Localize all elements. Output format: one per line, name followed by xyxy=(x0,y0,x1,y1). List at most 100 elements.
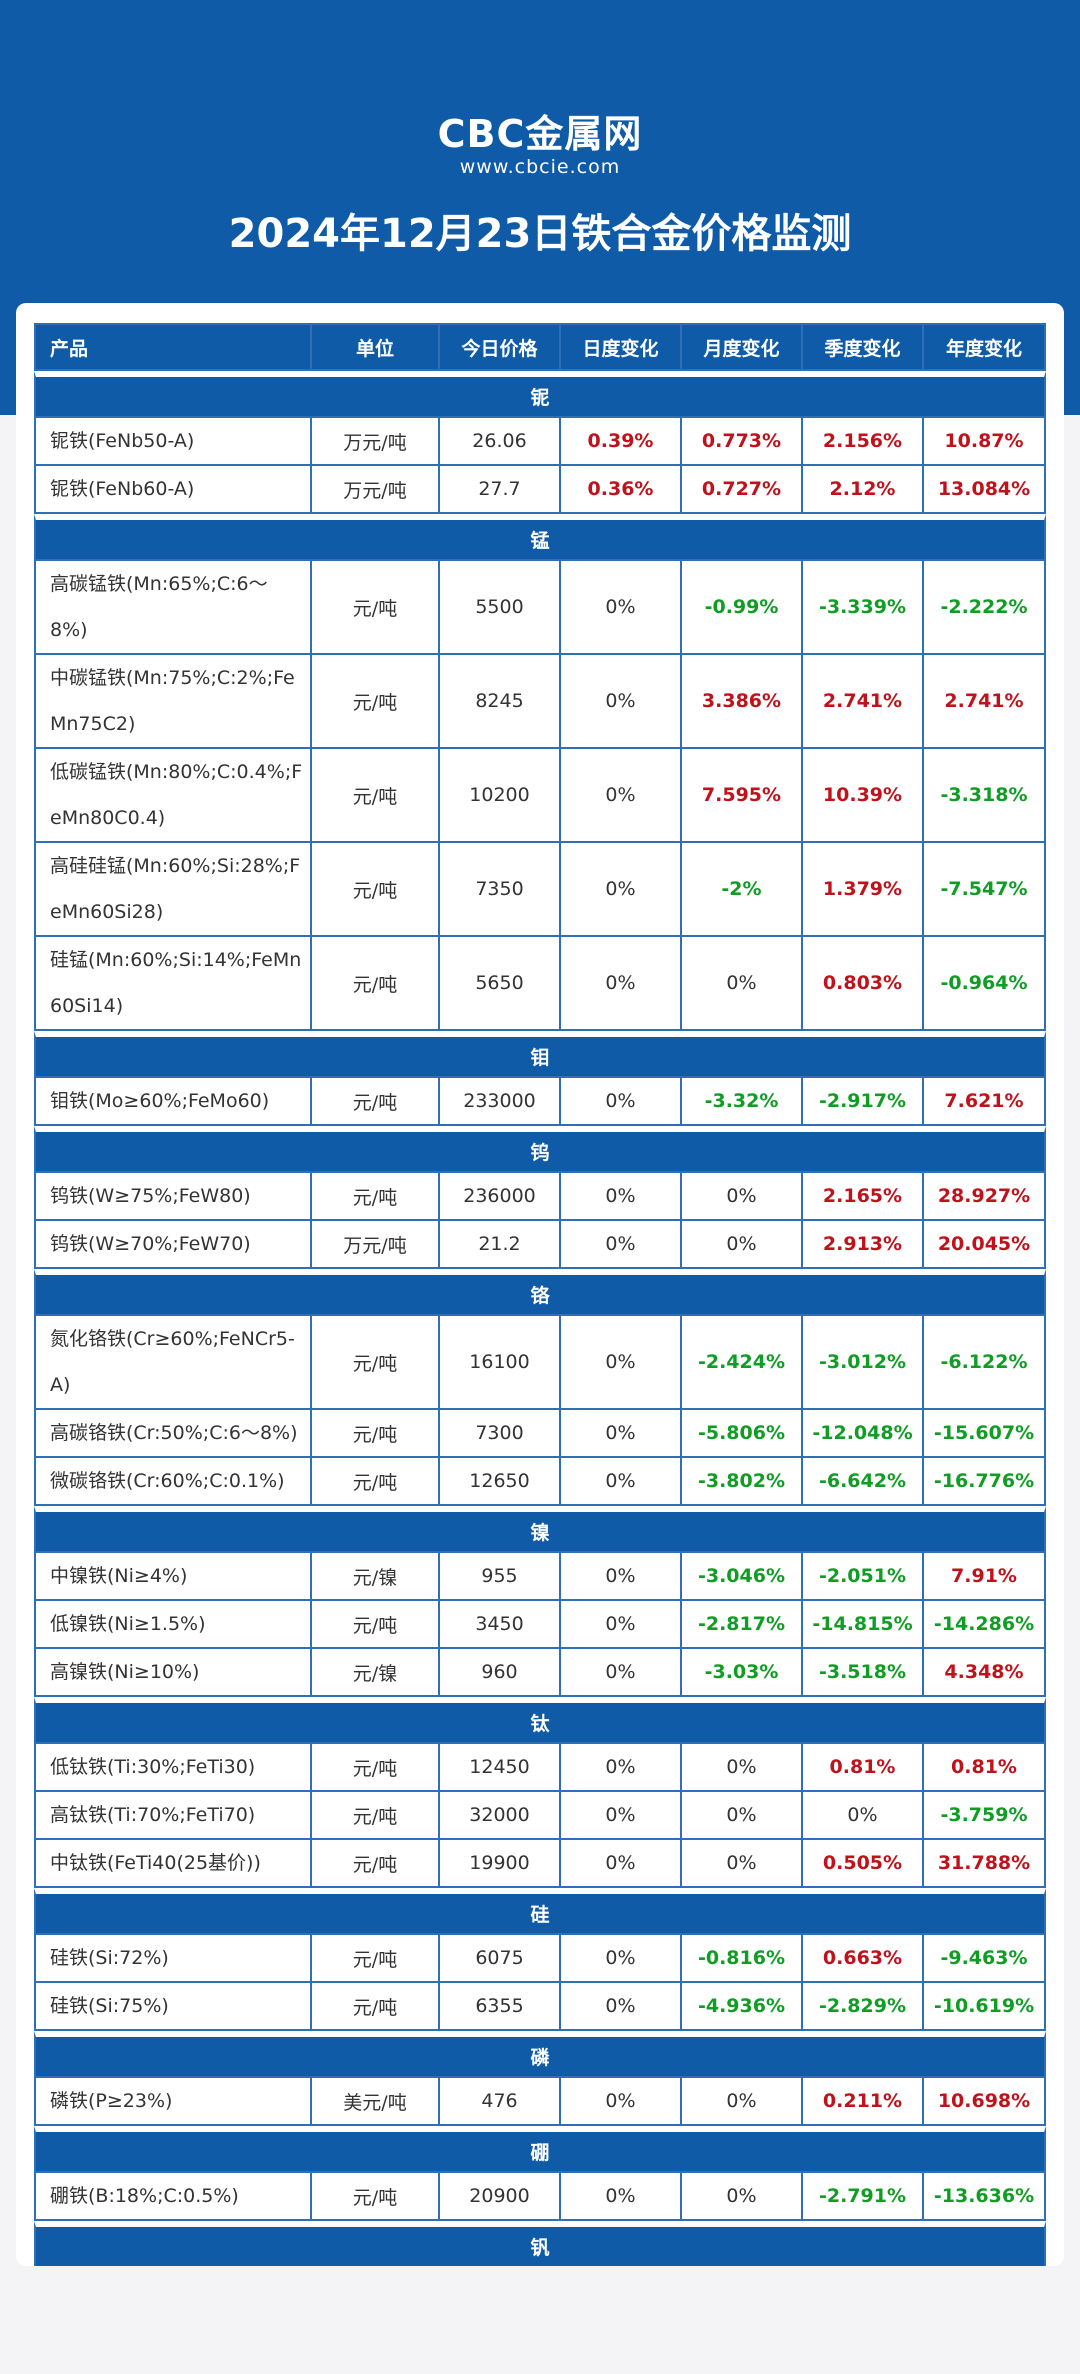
daily-change-cell: 0% xyxy=(561,1410,682,1458)
daily-change-cell: 0% xyxy=(561,1840,682,1888)
price-cell: 5500 xyxy=(440,561,561,655)
daily-change-cell: 0% xyxy=(561,1316,682,1410)
yearly-change-cell: -3.318% xyxy=(924,749,1046,843)
daily-change-cell: 0.36% xyxy=(561,466,682,514)
product-name-cell: 硼铁(B:18%;C:0.5%) xyxy=(34,2173,312,2221)
daily-change-cell: 0% xyxy=(561,655,682,749)
category-label: 镍 xyxy=(34,1506,1046,1553)
yearly-change-cell: 10.87% xyxy=(924,418,1046,466)
category-label: 铬 xyxy=(34,1269,1046,1316)
price-cell: 7350 xyxy=(440,843,561,937)
quarterly-change-cell: -2.791% xyxy=(803,2173,924,2221)
price-cell: 476 xyxy=(440,2078,561,2126)
monthly-change-cell: 7.595% xyxy=(682,749,803,843)
table-row: 铌铁(FeNb50-A) 万元/吨 26.06 0.39% 0.773% 2.156% 10… xyxy=(34,418,1046,466)
table-row: 磷铁(P≥23%) 美元/吨 476 0% 0% 0.211% 10.698% xyxy=(34,2078,1046,2126)
daily-change-cell: 0% xyxy=(561,1983,682,2031)
category-row: 钨 xyxy=(34,1126,1046,1173)
yearly-change-cell: -15.607% xyxy=(924,1410,1046,1458)
quarterly-change-cell: 2.913% xyxy=(803,1221,924,1269)
table-row: 低钛铁(Ti:30%;FeTi30) 元/吨 12450 0% 0% 0.81% 0.81% xyxy=(34,1744,1046,1792)
yearly-change-cell: -0.964% xyxy=(924,937,1046,1031)
unit-cell: 元/吨 xyxy=(312,2173,440,2221)
table-row: 中钛铁(FeTi40(25基价)) 元/吨 19900 0% 0% 0.505% 31.78… xyxy=(34,1840,1046,1888)
product-name-cell: 高钛铁(Ti:70%;FeTi70) xyxy=(34,1792,312,1840)
yearly-change-cell: -2.222% xyxy=(924,561,1046,655)
unit-cell: 元/吨 xyxy=(312,1983,440,2031)
price-table: 产品 单位 今日价格 日度变化 月度变化 季度变化 年度变化 铌铌铁(FeNb5… xyxy=(34,323,1046,2316)
quarterly-change-cell: 0.81% xyxy=(803,1744,924,1792)
daily-change-cell: 0% xyxy=(561,937,682,1031)
quarterly-change-cell: -14.815% xyxy=(803,1601,924,1649)
daily-change-cell: 0% xyxy=(561,1601,682,1649)
quarterly-change-cell: -2.917% xyxy=(803,1078,924,1126)
quarterly-change-cell: 0.663% xyxy=(803,1935,924,1983)
category-label: 钒 xyxy=(34,2221,1046,2268)
category-label: 钨 xyxy=(34,1126,1046,1173)
product-name-cell: 铌铁(FeNb50-A) xyxy=(34,418,312,466)
monthly-change-cell: -5.806% xyxy=(682,1410,803,1458)
unit-cell: 元/吨 xyxy=(312,1935,440,1983)
price-cell: 19900 xyxy=(440,1840,561,1888)
quarterly-change-cell: 1.379% xyxy=(803,843,924,937)
price-cell: 236000 xyxy=(440,1173,561,1221)
yearly-change-cell: -9.463% xyxy=(924,1935,1046,1983)
category-label: 磷 xyxy=(34,2031,1046,2078)
category-row: 钒 xyxy=(34,2221,1046,2268)
daily-change-cell: 0% xyxy=(561,1078,682,1126)
table-row: 高硅硅锰(Mn:60%;Si:28%;FeMn60Si28) 元/吨 7350 0% -… xyxy=(34,843,1046,937)
daily-change-cell: 0% xyxy=(561,843,682,937)
yearly-change-cell: 7.91% xyxy=(924,1553,1046,1601)
category-label: 钼 xyxy=(34,1031,1046,1078)
col-header-yearly: 年度变化 xyxy=(924,323,1046,371)
logo-text: CBC金属网 xyxy=(437,112,643,156)
monthly-change-cell: -2% xyxy=(682,843,803,937)
unit-cell: 元/吨 xyxy=(312,1458,440,1506)
monthly-change-cell: -0.99% xyxy=(682,561,803,655)
price-cell: 8245 xyxy=(440,655,561,749)
price-cell: 12450 xyxy=(440,1744,561,1792)
daily-change-cell: 0% xyxy=(561,561,682,655)
category-label: 锰 xyxy=(34,514,1046,561)
category-row: 钼 xyxy=(34,1031,1046,1078)
unit-cell: 元/吨 xyxy=(312,1078,440,1126)
quarterly-change-cell: 0.505% xyxy=(803,1840,924,1888)
table-row: 微碳铬铁(Cr:60%;C:0.1%) 元/吨 12650 0% -3.802% -6.6… xyxy=(34,1458,1046,1506)
table-row: 中镍铁(Ni≥4%) 元/镍 955 0% -3.046% -2.051% 7.91% xyxy=(34,1553,1046,1601)
daily-change-cell: 0% xyxy=(561,1649,682,1697)
monthly-change-cell: 0% xyxy=(682,1221,803,1269)
quarterly-change-cell: 0.803% xyxy=(803,937,924,1031)
monthly-change-cell: 0% xyxy=(682,1173,803,1221)
unit-cell: 万元/吨 xyxy=(312,466,440,514)
yearly-change-cell: -3.759% xyxy=(924,1792,1046,1840)
unit-cell: 元/吨 xyxy=(312,1173,440,1221)
unit-cell: 元/吨 xyxy=(312,749,440,843)
price-cell: 6355 xyxy=(440,1983,561,2031)
yearly-change-cell: 31.788% xyxy=(924,1840,1046,1888)
price-cell: 955 xyxy=(440,1553,561,1601)
monthly-change-cell: 0% xyxy=(682,1744,803,1792)
quarterly-change-cell: -6.642% xyxy=(803,1458,924,1506)
category-label: 硼 xyxy=(34,2126,1046,2173)
quarterly-change-cell: 0.211% xyxy=(803,2078,924,2126)
quarterly-change-cell: -12.048% xyxy=(803,1410,924,1458)
yearly-change-cell: -6.122% xyxy=(924,1316,1046,1410)
monthly-change-cell: 0.727% xyxy=(682,466,803,514)
price-cell: 7300 xyxy=(440,1410,561,1458)
quarterly-change-cell: -3.339% xyxy=(803,561,924,655)
table-row: 高碳锰铁(Mn:65%;C:6～8%) 元/吨 5500 0% -0.99% -3.339… xyxy=(34,561,1046,655)
page-footer-space xyxy=(0,2266,1080,2374)
table-row: 钼铁(Mo≥60%;FeMo60) 元/吨 233000 0% -3.32% -2.917… xyxy=(34,1078,1046,1126)
category-row: 铬 xyxy=(34,1269,1046,1316)
table-row: 低镍铁(Ni≥1.5%) 元/吨 3450 0% -2.817% -14.815% -14.… xyxy=(34,1601,1046,1649)
category-row: 硼 xyxy=(34,2126,1046,2173)
yearly-change-cell: 2.741% xyxy=(924,655,1046,749)
price-cell: 32000 xyxy=(440,1792,561,1840)
product-name-cell: 高碳铬铁(Cr:50%;C:6～8%) xyxy=(34,1410,312,1458)
page-title: 2024年12月23日铁合金价格监测 xyxy=(228,211,852,257)
price-cell: 6075 xyxy=(440,1935,561,1983)
yearly-change-cell: 0.81% xyxy=(924,1744,1046,1792)
monthly-change-cell: -3.046% xyxy=(682,1553,803,1601)
yearly-change-cell: 4.348% xyxy=(924,1649,1046,1697)
monthly-change-cell: -3.32% xyxy=(682,1078,803,1126)
